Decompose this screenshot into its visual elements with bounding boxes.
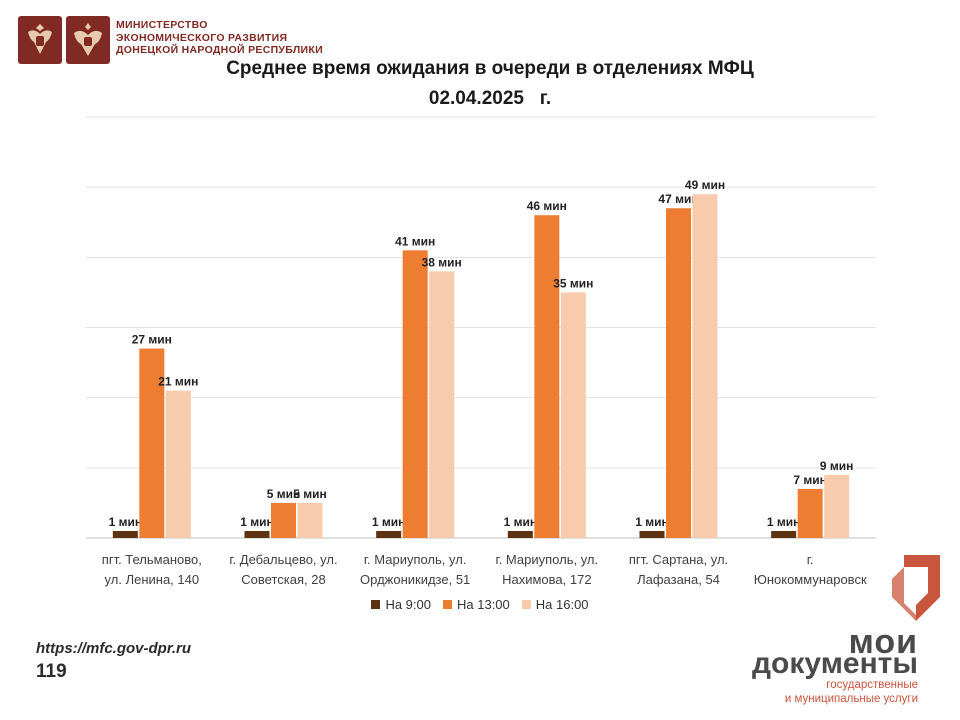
chart-subtitle: 02.04.2025 г. bbox=[428, 88, 552, 109]
ministry-name: МИНИСТЕРСТВО ЭКОНОМИЧЕСКОГО РАЗВИТИЯ ДОН… bbox=[116, 19, 323, 57]
legend-swatch bbox=[521, 600, 531, 609]
bar-2-2 bbox=[271, 502, 296, 538]
dpr-emblem-icon bbox=[66, 16, 110, 64]
category-label: г. bbox=[807, 552, 814, 567]
bar-1-1 bbox=[112, 530, 138, 538]
data-label: 1 мин bbox=[240, 515, 274, 529]
legend-item-1: На 9:00 bbox=[371, 597, 431, 612]
data-label: 47 мин bbox=[658, 192, 698, 206]
category-label: г. Дебальцево, ул. bbox=[229, 552, 337, 567]
bar-1-2 bbox=[244, 530, 270, 538]
category-label: пгт. Тельманово, bbox=[102, 552, 202, 567]
category-label: Орджоникидзе, 51 bbox=[360, 572, 470, 587]
category-label: Юнокоммунаровск bbox=[754, 572, 867, 587]
category-label: пгт. Сартана, ул. bbox=[629, 552, 728, 567]
data-label: 1 мин bbox=[372, 515, 406, 529]
bar-1-3 bbox=[376, 530, 402, 538]
category-label: ул. Ленина, 140 bbox=[105, 572, 200, 587]
ministry-line-3: ДОНЕЦКОЙ НАРОДНОЙ РЕСПУБЛИКИ bbox=[116, 44, 323, 56]
category-label: Советская, 28 bbox=[241, 572, 325, 587]
ministry-line-1: МИНИСТЕРСТВО bbox=[116, 19, 208, 31]
data-label: 46 мин bbox=[527, 199, 567, 213]
data-label: 5 мин bbox=[293, 487, 327, 501]
bar-3-3 bbox=[429, 271, 455, 538]
bar-2-3 bbox=[402, 250, 428, 539]
bar-2-4 bbox=[534, 215, 560, 538]
bar-2-1 bbox=[139, 348, 165, 538]
data-label: 1 мин bbox=[767, 515, 801, 529]
data-label: 1 мин bbox=[109, 515, 143, 529]
logo-subtitle-1: государственные bbox=[826, 679, 918, 691]
legend-label: На 16:00 bbox=[535, 597, 589, 612]
data-label: 21 мин bbox=[158, 375, 198, 389]
data-label: 9 мин bbox=[820, 459, 854, 473]
data-label: 1 мин bbox=[504, 515, 538, 529]
bar-chart: 1 мин 1 мин 1 мин 1 мин 1 мин 1 мин 27 мин 5 ми… bbox=[86, 116, 876, 587]
data-label: 41 мин bbox=[395, 234, 435, 248]
logo-word-dokumenty: документы bbox=[752, 647, 918, 680]
bar-3-2 bbox=[297, 502, 323, 538]
ministry-line-2: ЭКОНОМИЧЕСКОГО РАЗВИТИЯ bbox=[116, 31, 288, 44]
category-label: Лафазана, 54 bbox=[637, 572, 720, 587]
bar-3-5 bbox=[692, 194, 718, 538]
data-label: 7 мин bbox=[793, 473, 827, 487]
category-label: г. Мариуполь, ул. bbox=[364, 552, 467, 567]
legend-swatch bbox=[443, 600, 452, 609]
chart-legend: На 9:00 На 13:00 На 16:00 bbox=[0, 597, 960, 612]
logo-subtitle-2: и муниципальные услуги bbox=[784, 693, 918, 705]
data-label: 49 мин bbox=[685, 178, 725, 192]
legend-item-3: На 16:00 bbox=[521, 597, 589, 612]
bar-1-6 bbox=[771, 530, 797, 538]
site-url[interactable]: https://mfc.gov-dpr.ru bbox=[36, 640, 191, 657]
chart-title: Среднее время ожидания в очереди в отдел… bbox=[226, 58, 754, 79]
logo-word-moi: мои bbox=[848, 623, 918, 661]
bar-2-6 bbox=[797, 488, 823, 538]
category-label: г. Мариуполь, ул. bbox=[496, 552, 599, 567]
bar-3-1 bbox=[165, 390, 191, 538]
category-label: Нахимова, 172 bbox=[502, 572, 591, 587]
bar-1-5 bbox=[639, 530, 665, 538]
bar-1-4 bbox=[507, 530, 533, 538]
bar-2-5 bbox=[666, 208, 691, 538]
page-number: 119 bbox=[36, 661, 67, 682]
data-label: 1 мин bbox=[635, 515, 669, 529]
legend-swatch bbox=[371, 600, 381, 609]
data-label: 35 мин bbox=[553, 276, 593, 290]
russia-emblem-icon bbox=[18, 16, 62, 64]
bar-3-4 bbox=[560, 292, 586, 538]
data-label: 27 мин bbox=[132, 333, 172, 347]
legend-label: На 13:00 bbox=[457, 597, 510, 612]
legend-item-2: На 13:00 bbox=[443, 597, 510, 612]
legend-label: На 9:00 bbox=[385, 597, 431, 612]
bar-3-6 bbox=[824, 474, 850, 538]
data-label: 38 мин bbox=[422, 255, 462, 269]
data-label: 5 мин bbox=[267, 487, 301, 501]
moi-dokumenty-logo-icon bbox=[892, 555, 940, 621]
